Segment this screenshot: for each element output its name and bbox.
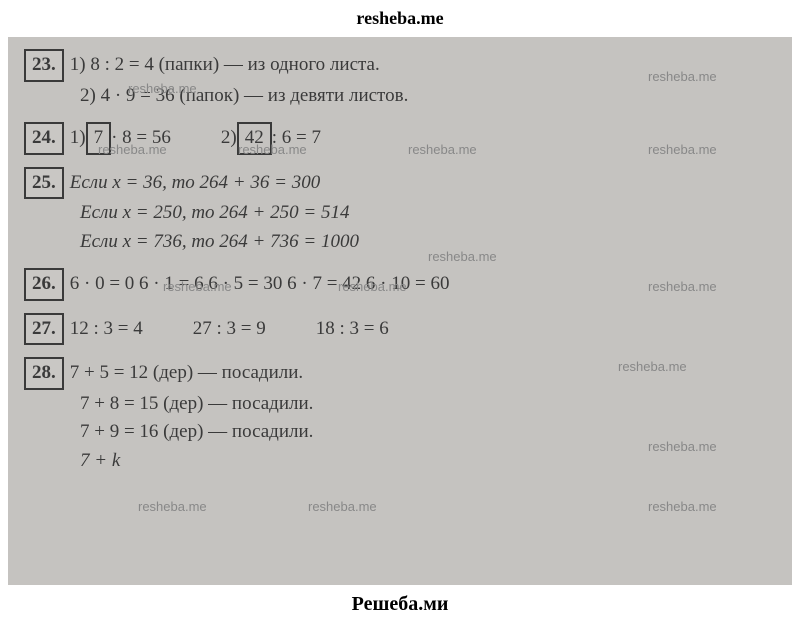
problem-25: 25. Если x = 36, то 264 + 36 = 300 Если … [24, 167, 776, 257]
footer-text: Решеба.ми [0, 585, 800, 624]
p25-line2: Если x = 250, то 264 + 250 = 514 [24, 199, 776, 228]
p23-line1: 1) 8 : 2 = 4 (папки) — из одного листа. [70, 51, 380, 80]
p26-line1: 6 · 0 = 0 6 · 1 = 6 6 · 5 = 30 6 · 7 = 4… [70, 270, 450, 299]
p24-1b: · 8 = 56 [111, 124, 171, 153]
problem-23: 23. 1) 8 : 2 = 4 (папки) — из одного лис… [24, 49, 776, 110]
problem-number-25: 25. [24, 167, 64, 200]
problem-number-23: 23. [24, 49, 64, 82]
watermark-text: resheba.me [138, 497, 207, 517]
p23-line2: 2) 4 · 9 = 36 (папок) — из девяти листов… [24, 82, 776, 111]
p24-box1: 7 [86, 122, 112, 155]
p24-1c: 2) [221, 124, 237, 153]
problem-number-26: 26. [24, 268, 64, 301]
p24-1a: 1) [70, 124, 86, 153]
problem-number-28: 28. [24, 357, 64, 390]
watermark-text: resheba.me [648, 497, 717, 517]
p27-c: 18 : 3 = 6 [316, 315, 389, 344]
p28-line2: 7 + 8 = 15 (дер) — посадили. [24, 390, 776, 419]
p25-line1: Если x = 36, то 264 + 36 = 300 [70, 169, 320, 198]
problem-27: 27. 12 : 3 = 4 27 : 3 = 9 18 : 3 = 6 [24, 313, 776, 346]
problem-28: 28. 7 + 5 = 12 (дер) — посадили. 7 + 8 =… [24, 357, 776, 475]
problem-number-27: 27. [24, 313, 64, 346]
p27-b: 27 : 3 = 9 [193, 315, 266, 344]
p25-line3: Если x = 736, то 264 + 736 = 1000 [24, 228, 776, 257]
p28-line3: 7 + 9 = 16 (дер) — посадили. [24, 418, 776, 447]
p24-box2: 42 [237, 122, 272, 155]
p27-a: 12 : 3 = 4 [70, 315, 143, 344]
p28-line1: 7 + 5 = 12 (дер) — посадили. [70, 359, 303, 388]
p24-1d: : 6 = 7 [272, 124, 321, 153]
p28-line4: 7 + k [24, 447, 776, 476]
header-title: resheba.me [0, 0, 800, 37]
content-area: 23. 1) 8 : 2 = 4 (папки) — из одного лис… [8, 37, 792, 585]
problem-24: 24. 1) 7 · 8 = 56 2) 42 : 6 = 7 [24, 122, 776, 155]
problem-26: 26. 6 · 0 = 0 6 · 1 = 6 6 · 5 = 30 6 · 7… [24, 268, 776, 301]
problem-number-24: 24. [24, 122, 64, 155]
watermark-text: resheba.me [308, 497, 377, 517]
